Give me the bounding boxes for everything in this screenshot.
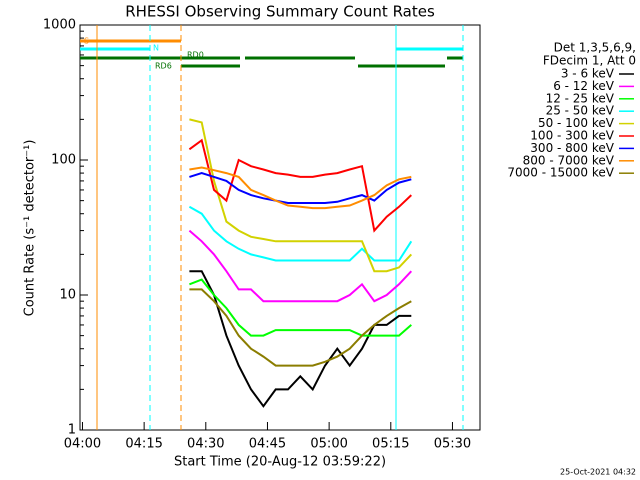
series-line — [188, 205, 413, 262]
y-tick-label: 100 — [51, 153, 76, 168]
legend-label: 100 - 300 keV — [530, 129, 614, 143]
legend-label: 7000 - 15000 keV — [507, 166, 614, 180]
series-line — [189, 270, 412, 408]
x-tick-label: 04:45 — [249, 437, 286, 452]
legend-label: 25 - 50 keV — [546, 104, 615, 118]
y-axis-label: Count Rate (s⁻¹ detector⁻¹) — [23, 140, 38, 317]
legend-label: 50 - 100 keV — [538, 116, 615, 130]
plot-frame — [79, 24, 481, 431]
x-tick-label: 04:30 — [187, 437, 224, 452]
legend-label: 300 - 800 keV — [530, 141, 614, 155]
state-flags: S N RD0 RD6 — [80, 25, 464, 430]
chart-title: RHESSI Observing Summary Count Rates — [125, 3, 435, 21]
y-tick-label: 10 — [59, 288, 76, 303]
x-tick-label: 05:30 — [434, 437, 471, 452]
series-line — [189, 288, 412, 367]
series-line — [188, 138, 412, 233]
series-line — [189, 172, 412, 204]
y-tick-label: 1 — [68, 423, 76, 438]
footer-date: 25-Oct-2021 04:32 — [560, 468, 636, 477]
flag-label: RD0 — [187, 51, 204, 60]
legend-label: 12 - 25 keV — [546, 91, 615, 105]
legend-label: 3 - 6 keV — [561, 67, 615, 81]
series-line — [188, 229, 413, 303]
series-line — [189, 278, 412, 337]
series-line — [189, 166, 412, 210]
x-tick-label: 04:00 — [64, 437, 101, 452]
x-tick-label: 05:15 — [372, 437, 409, 452]
flag-label: S — [84, 37, 89, 46]
x-tick-label: 05:00 — [310, 437, 347, 452]
legend-label: 800 - 7000 keV — [523, 153, 615, 167]
x-axis-label: Start Time (20-Aug-12 03:59:22) — [174, 455, 386, 470]
flag-label: RD6 — [155, 62, 172, 71]
legend-header: FDecim 1, Att 0 — [543, 54, 636, 68]
flag-label: N — [153, 44, 159, 53]
series-line — [189, 118, 413, 273]
y-tick-label: 1000 — [43, 18, 76, 33]
legend-header: Det 1,3,5,6,9, — [554, 41, 636, 55]
x-tick-label: 04:15 — [125, 437, 162, 452]
legend-label: 6 - 12 keV — [553, 79, 615, 93]
